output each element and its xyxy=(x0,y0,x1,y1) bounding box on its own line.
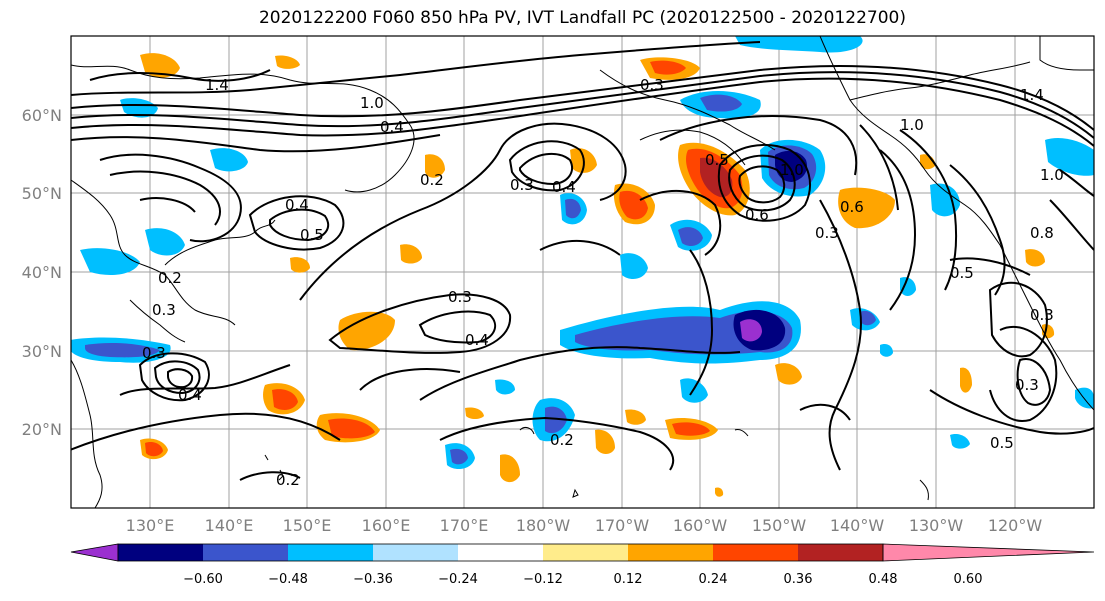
contour-label: 0.3 xyxy=(1030,306,1054,324)
contour-label: 0.5 xyxy=(990,434,1014,452)
contour-label: 0.8 xyxy=(1030,224,1054,242)
colorbar-tick-label: −0.60 xyxy=(183,572,223,587)
lat-label-60n: 60°N xyxy=(22,106,62,125)
colorbar-bin xyxy=(288,544,373,561)
map-content: 1.4 1.4 1.0 0.4 0.2 0.4 0.5 0.2 0.3 0.3 … xyxy=(71,36,1094,508)
colorbar-bin xyxy=(713,544,798,561)
colorbar-tick-label: 0.12 xyxy=(614,572,643,587)
colorbar-tick-label: 0.60 xyxy=(954,572,983,587)
contour-label: 0.4 xyxy=(380,118,404,136)
colorbar-bin xyxy=(798,544,883,561)
map-title: 2020122200 F060 850 hPa PV, IVT Landfall… xyxy=(258,8,906,28)
contour-label: 0.3 xyxy=(142,344,166,362)
contour-label: 0.5 xyxy=(705,151,729,169)
colorbar-tick-label: −0.48 xyxy=(268,572,308,587)
contour-label: 0.3 xyxy=(152,301,176,319)
colorbar-tick-label: 0.48 xyxy=(869,572,898,587)
contour-label: 1.0 xyxy=(1040,166,1064,184)
contour-label: 1.0 xyxy=(360,94,384,112)
contour-label: 0.6 xyxy=(840,198,864,216)
colorbar-bin xyxy=(543,544,628,561)
map-frame xyxy=(70,35,1095,509)
contour-label: 1.0 xyxy=(900,116,924,134)
colorbar-frame xyxy=(117,543,884,562)
colorbar-extend-low xyxy=(70,543,119,562)
colorbar-bin xyxy=(458,544,543,561)
latitude-labels: 60°N 50°N 40°N 30°N 20°N xyxy=(22,106,62,439)
contour-labels: 1.4 1.4 1.0 0.4 0.2 0.4 0.5 0.2 0.3 0.3 … xyxy=(142,76,1064,489)
contour-label: 0.4 xyxy=(178,386,202,404)
lon-label: 160°E xyxy=(362,516,411,535)
contour-label: 0.3 xyxy=(1015,376,1039,394)
colorbar-bin xyxy=(628,544,713,561)
contour-label: 0.2 xyxy=(550,431,574,449)
lon-label: 130°E xyxy=(126,516,175,535)
colorbar-extend-high xyxy=(882,543,1095,562)
lon-label: 120°W xyxy=(988,516,1043,535)
contour-label: 0.5 xyxy=(950,264,974,282)
contour-label: 1.4 xyxy=(205,76,229,94)
contour-label: 1.0 xyxy=(780,161,804,179)
contour-label: 1.4 xyxy=(1020,86,1044,104)
lon-label: 140°W xyxy=(830,516,885,535)
longitude-labels: 130°E 140°E 150°E 160°E 170°E 180°W 170°… xyxy=(126,516,1043,535)
lat-label-30n: 30°N xyxy=(22,342,62,361)
colorbar-bin xyxy=(373,544,458,561)
lon-label: 140°E xyxy=(205,516,254,535)
colorbar-tick-label: −0.12 xyxy=(523,572,563,587)
lon-label: 170°E xyxy=(440,516,489,535)
contour-label: 0.6 xyxy=(745,206,769,224)
lon-label: 150°W xyxy=(752,516,807,535)
lat-label-40n: 40°N xyxy=(22,263,62,282)
colorbar-bin xyxy=(118,544,203,561)
contour-label: 0.3 xyxy=(448,288,472,306)
colorbar-tick-label: 0.24 xyxy=(699,572,728,587)
contour-lines xyxy=(71,41,1094,481)
contour-label: 0.5 xyxy=(300,226,324,244)
contour-label: 0.3 xyxy=(815,224,839,242)
lat-label-50n: 50°N xyxy=(22,184,62,203)
colorbar-bin xyxy=(203,544,288,561)
contour-label: 0.4 xyxy=(552,178,576,196)
lat-label-20n: 20°N xyxy=(22,420,62,439)
contour-label: 0.4 xyxy=(465,331,489,349)
contour-label: 0.2 xyxy=(420,171,444,189)
lon-label: 150°E xyxy=(283,516,332,535)
lon-label: 130°W xyxy=(909,516,964,535)
contour-label: 0.3 xyxy=(510,176,534,194)
contour-label: 0.2 xyxy=(158,269,182,287)
contour-label: 0.2 xyxy=(276,471,300,489)
colorbar: −0.60 −0.48 −0.36 −0.24 −0.12 0.12 0.24 … xyxy=(70,543,1095,587)
lon-label: 160°W xyxy=(673,516,728,535)
lon-label: 170°W xyxy=(595,516,650,535)
colorbar-tick-label: −0.36 xyxy=(353,572,393,587)
contour-label: 0.4 xyxy=(285,196,309,214)
lon-label: 180°W xyxy=(516,516,571,535)
colorbar-tick-label: −0.24 xyxy=(438,572,478,587)
colorbar-tick-label: 0.36 xyxy=(784,572,813,587)
contour-label: 0.3 xyxy=(640,76,664,94)
